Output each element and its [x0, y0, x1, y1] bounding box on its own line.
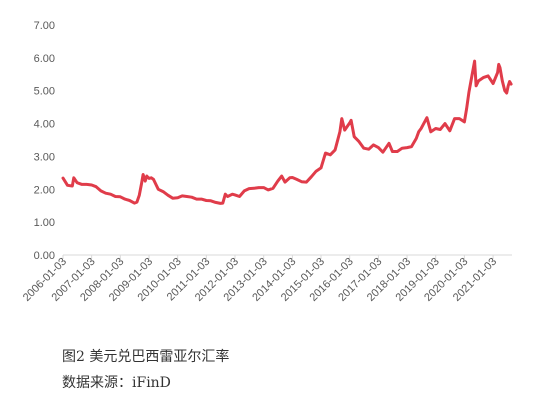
data-source-note: 数据来源：iFinD — [62, 375, 171, 391]
y-tick-label: 6.00 — [34, 53, 55, 65]
series-line — [61, 59, 513, 205]
y-tick-label: 4.00 — [34, 119, 55, 131]
x-axis: 2006-01-032007-01-032008-01-032009-01-03… — [21, 255, 499, 304]
y-tick-label: 2.00 — [34, 184, 55, 196]
exchange-rate-chart: 0.00 1.00 2.00 3.00 4.00 5.00 6.00 7.00 2006-01… — [21, 20, 513, 304]
y-tick-label: 0.00 — [34, 250, 55, 262]
y-tick-label: 7.00 — [34, 20, 55, 32]
figure-caption: 图2 美元兑巴西雷亚尔汇率 — [62, 349, 230, 365]
y-tick-label: 3.00 — [34, 151, 55, 163]
y-tick-label: 5.00 — [34, 86, 55, 98]
y-axis: 0.00 1.00 2.00 3.00 4.00 5.00 6.00 7.00 — [34, 20, 55, 262]
y-tick-label: 1.00 — [34, 217, 55, 229]
